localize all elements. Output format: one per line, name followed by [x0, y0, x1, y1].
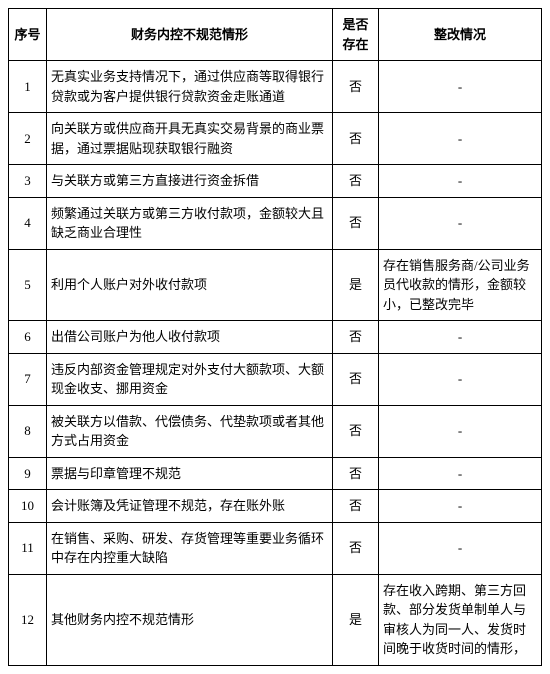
table-row: 12其他财务内控不规范情形是存在收入跨期、第三方回款、部分发货单制单人与审核人为…: [9, 574, 542, 665]
cell-exist: 是: [333, 249, 379, 321]
table-row: 9票据与印章管理不规范否-: [9, 457, 542, 490]
cell-fix: -: [379, 113, 542, 165]
cell-num: 1: [9, 61, 47, 113]
table-row: 6出借公司账户为他人收付款项否-: [9, 321, 542, 354]
cell-exist: 否: [333, 165, 379, 198]
cell-fix: -: [379, 321, 542, 354]
cell-fix: -: [379, 405, 542, 457]
cell-num: 11: [9, 522, 47, 574]
table-row: 7违反内部资金管理规定对外支付大额款项、大额现金收支、挪用资金否-: [9, 353, 542, 405]
cell-num: 10: [9, 490, 47, 523]
financial-control-table: 序号 财务内控不规范情形 是否存在 整改情况 1无真实业务支持情况下，通过供应商…: [8, 8, 542, 666]
cell-exist: 否: [333, 457, 379, 490]
table-header-row: 序号 财务内控不规范情形 是否存在 整改情况: [9, 9, 542, 61]
cell-desc: 无真实业务支持情况下，通过供应商等取得银行贷款或为客户提供银行贷款资金走账通道: [47, 61, 333, 113]
cell-fix: -: [379, 490, 542, 523]
cell-num: 4: [9, 197, 47, 249]
cell-num: 3: [9, 165, 47, 198]
cell-fix: -: [379, 457, 542, 490]
cell-desc: 会计账簿及凭证管理不规范，存在账外账: [47, 490, 333, 523]
cell-desc: 出借公司账户为他人收付款项: [47, 321, 333, 354]
cell-fix: 存在销售服务商/公司业务员代收款的情形，金额较小，已整改完毕: [379, 249, 542, 321]
cell-exist: 否: [333, 405, 379, 457]
header-fix: 整改情况: [379, 9, 542, 61]
cell-desc: 向关联方或供应商开具无真实交易背景的商业票据，通过票据贴现获取银行融资: [47, 113, 333, 165]
cell-desc: 利用个人账户对外收付款项: [47, 249, 333, 321]
table-row: 8被关联方以借款、代偿债务、代垫款项或者其他方式占用资金否-: [9, 405, 542, 457]
table-row: 2向关联方或供应商开具无真实交易背景的商业票据，通过票据贴现获取银行融资否-: [9, 113, 542, 165]
cell-desc: 与关联方或第三方直接进行资金拆借: [47, 165, 333, 198]
table-row: 10会计账簿及凭证管理不规范，存在账外账否-: [9, 490, 542, 523]
cell-exist: 是: [333, 574, 379, 665]
table-row: 11在销售、采购、研发、存货管理等重要业务循环中存在内控重大缺陷否-: [9, 522, 542, 574]
cell-desc: 被关联方以借款、代偿债务、代垫款项或者其他方式占用资金: [47, 405, 333, 457]
table-row: 4频繁通过关联方或第三方收付款项，金额较大且缺乏商业合理性否-: [9, 197, 542, 249]
cell-num: 2: [9, 113, 47, 165]
cell-num: 7: [9, 353, 47, 405]
cell-desc: 票据与印章管理不规范: [47, 457, 333, 490]
cell-exist: 否: [333, 197, 379, 249]
cell-desc: 频繁通过关联方或第三方收付款项，金额较大且缺乏商业合理性: [47, 197, 333, 249]
cell-fix: -: [379, 522, 542, 574]
cell-num: 12: [9, 574, 47, 665]
cell-exist: 否: [333, 490, 379, 523]
cell-fix: -: [379, 61, 542, 113]
cell-desc: 在销售、采购、研发、存货管理等重要业务循环中存在内控重大缺陷: [47, 522, 333, 574]
cell-num: 8: [9, 405, 47, 457]
table-row: 3与关联方或第三方直接进行资金拆借否-: [9, 165, 542, 198]
table-row: 5利用个人账户对外收付款项是存在销售服务商/公司业务员代收款的情形，金额较小，已…: [9, 249, 542, 321]
cell-fix: -: [379, 197, 542, 249]
cell-num: 9: [9, 457, 47, 490]
cell-desc: 违反内部资金管理规定对外支付大额款项、大额现金收支、挪用资金: [47, 353, 333, 405]
table-row: 1无真实业务支持情况下，通过供应商等取得银行贷款或为客户提供银行贷款资金走账通道…: [9, 61, 542, 113]
cell-num: 5: [9, 249, 47, 321]
cell-exist: 否: [333, 61, 379, 113]
cell-num: 6: [9, 321, 47, 354]
cell-desc: 其他财务内控不规范情形: [47, 574, 333, 665]
cell-fix: 存在收入跨期、第三方回款、部分发货单制单人与审核人为同一人、发货时间晚于收货时间…: [379, 574, 542, 665]
cell-exist: 否: [333, 522, 379, 574]
cell-exist: 否: [333, 321, 379, 354]
cell-fix: -: [379, 353, 542, 405]
cell-fix: -: [379, 165, 542, 198]
header-desc: 财务内控不规范情形: [47, 9, 333, 61]
cell-exist: 否: [333, 353, 379, 405]
header-exist: 是否存在: [333, 9, 379, 61]
cell-exist: 否: [333, 113, 379, 165]
header-num: 序号: [9, 9, 47, 61]
